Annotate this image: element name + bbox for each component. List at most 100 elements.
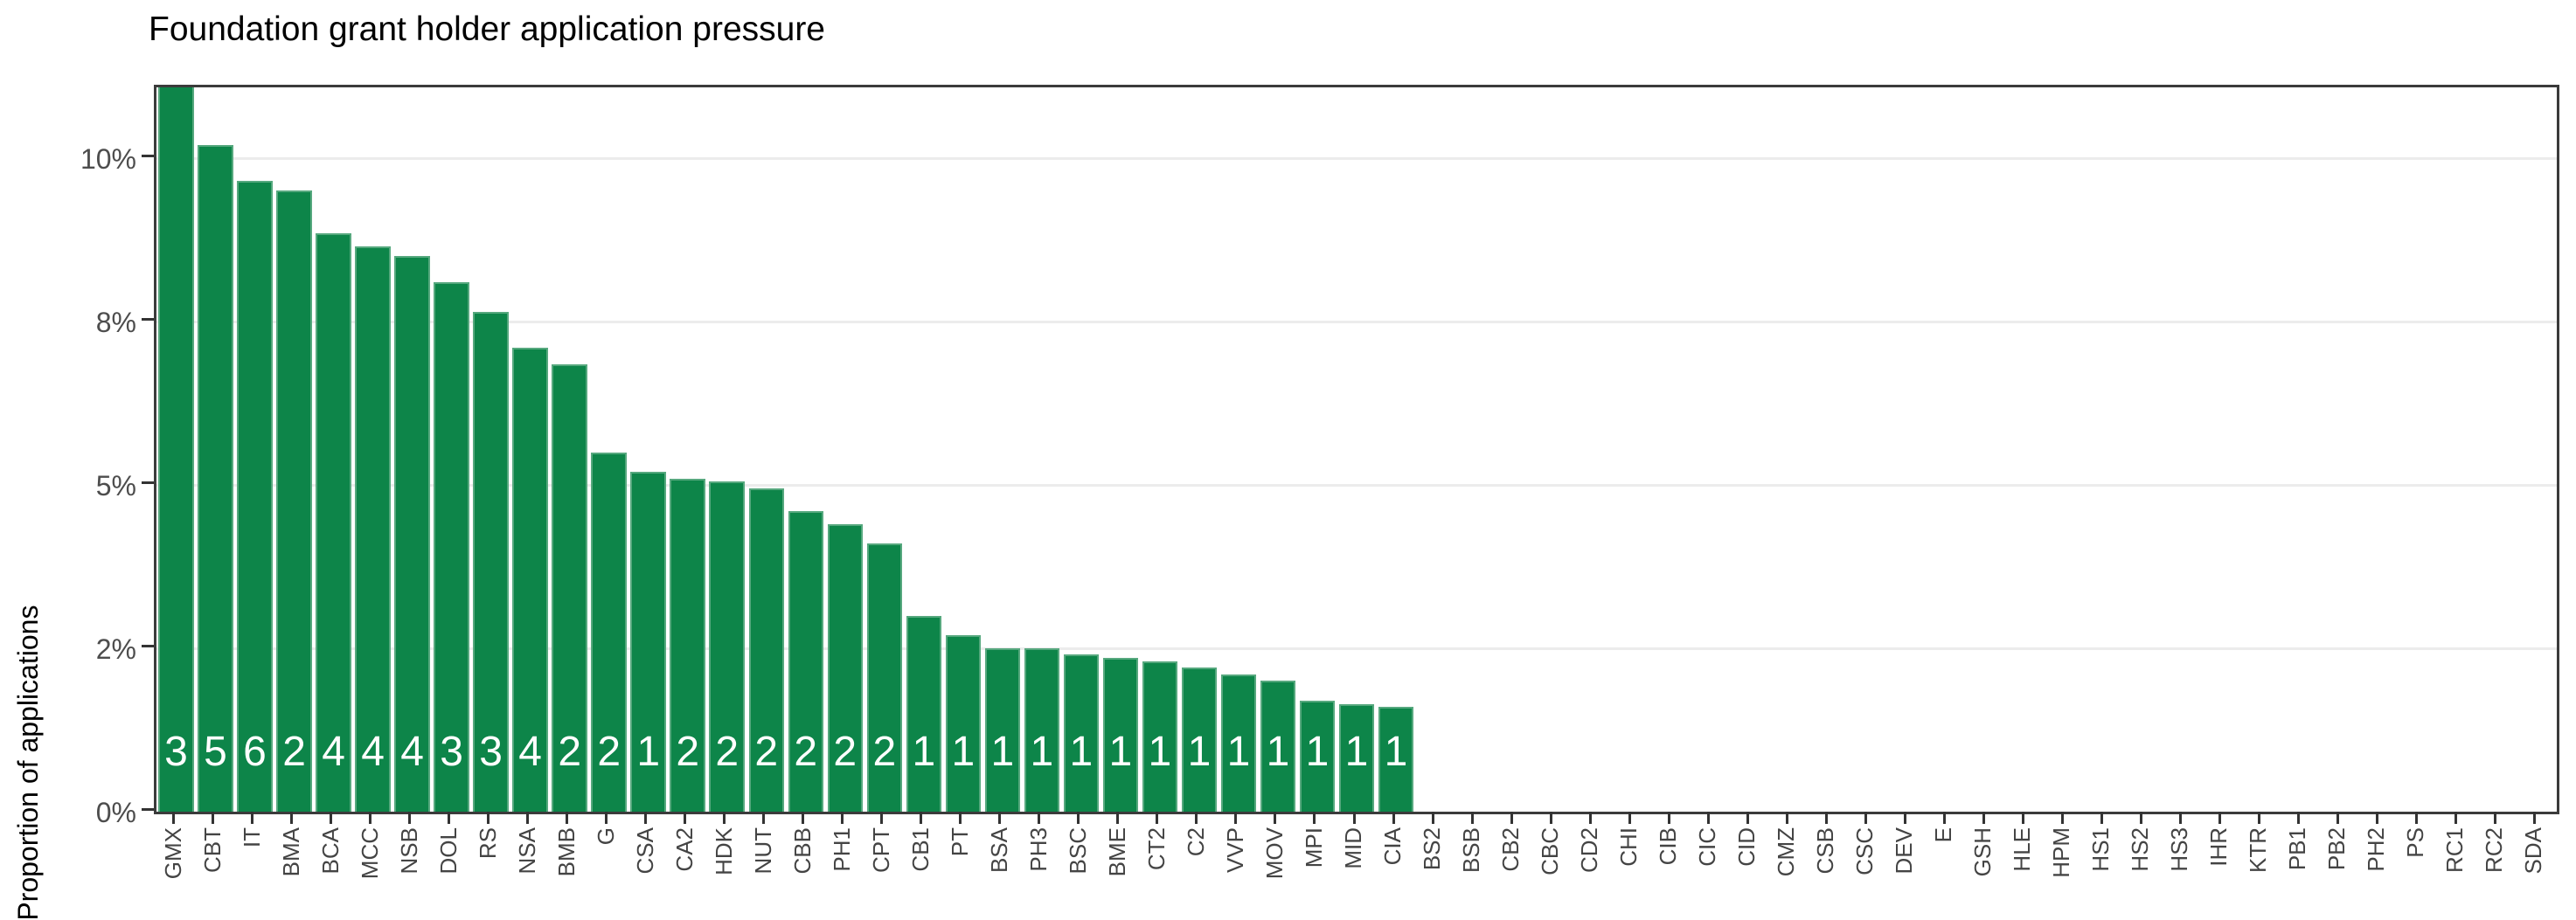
bar-MCC: 4 — [355, 246, 391, 812]
x-tick-label-IHR: IHR — [2205, 827, 2232, 867]
x-tick-PT — [959, 812, 962, 824]
x-tick-MCC — [369, 812, 372, 824]
x-tick-label-BSB: BSB — [1458, 827, 1485, 874]
bar-count-label-CA2: 2 — [676, 729, 700, 775]
x-tick-C2 — [1195, 812, 1198, 824]
x-tick-PS — [2414, 812, 2418, 824]
bar-count-label-NSA: 4 — [518, 729, 542, 775]
y-tick-label-8%: 8% — [95, 307, 136, 338]
bar-DOL: 3 — [434, 282, 469, 812]
x-tick-label-CID: CID — [1733, 827, 1760, 867]
x-tick-PB2 — [2336, 812, 2339, 824]
bar-CB1: 1 — [906, 615, 942, 812]
x-tick-PH1 — [841, 812, 844, 824]
chart-title: Foundation grant holder application pres… — [149, 10, 826, 48]
bar-count-label-VVP: 1 — [1226, 729, 1251, 775]
bar-count-label-MID: 1 — [1344, 729, 1369, 775]
bar-count-label-NSB: 4 — [400, 729, 424, 775]
bar-NUT: 2 — [748, 488, 784, 812]
bar-CSA: 1 — [630, 472, 666, 812]
bar-count-label-G: 2 — [597, 729, 621, 775]
x-tick-label-HS2: HS2 — [2127, 827, 2154, 872]
bar-count-label-MPI: 1 — [1305, 729, 1330, 775]
bar-count-label-PH3: 1 — [1030, 729, 1054, 775]
bar-count-label-IT: 6 — [243, 729, 267, 775]
x-tick-DEV — [1903, 812, 1906, 824]
x-tick-RC1 — [2454, 812, 2457, 824]
x-tick-HDK — [723, 812, 726, 824]
bar-PH3: 1 — [1024, 648, 1060, 812]
x-tick-BSB — [1470, 812, 1474, 824]
x-tick-CD2 — [1588, 812, 1592, 824]
bar-count-label-CB1: 1 — [912, 729, 936, 775]
x-tick-label-HS3: HS3 — [2166, 827, 2193, 872]
x-tick-label-DEV: DEV — [1891, 827, 1918, 875]
x-tick-label-MPI: MPI — [1300, 827, 1327, 868]
x-tick-label-SDA: SDA — [2520, 827, 2547, 875]
x-tick-CB1 — [920, 812, 923, 824]
x-tick-HS3 — [2178, 812, 2182, 824]
x-tick-VVP — [1234, 812, 1238, 824]
x-tick-NSB — [408, 812, 412, 824]
x-tick-label-CIC: CIC — [1694, 827, 1721, 867]
bar-count-label-BSA: 1 — [990, 729, 1015, 775]
bar-count-label-DOL: 3 — [440, 729, 463, 775]
bar-PH1: 2 — [827, 523, 864, 812]
bar-count-label-BMA: 2 — [282, 729, 306, 775]
x-tick-NSA — [526, 812, 530, 824]
y-tick-2% — [142, 644, 154, 647]
x-tick-label-HPM: HPM — [2048, 827, 2075, 878]
x-tick-label-G: G — [592, 827, 619, 846]
y-tick-label-10%: 10% — [80, 143, 136, 175]
bar-NSA: 4 — [512, 347, 548, 812]
x-tick-CSA — [644, 812, 648, 824]
x-tick-BSA — [998, 812, 1002, 824]
x-tick-label-VVP: VVP — [1221, 827, 1248, 874]
bar-count-label-RS: 3 — [479, 729, 503, 775]
bar-count-label-NUT: 2 — [754, 729, 779, 775]
x-tick-label-GMX: GMX — [159, 827, 186, 880]
x-tick-label-NSB: NSB — [395, 827, 422, 875]
x-tick-label-CMZ: CMZ — [1773, 827, 1800, 877]
x-tick-PB1 — [2296, 812, 2300, 824]
x-tick-label-CIB: CIB — [1655, 827, 1682, 866]
bar-MID: 1 — [1338, 703, 1375, 812]
bar-G: 2 — [591, 452, 627, 812]
x-tick-label-HLE: HLE — [2009, 827, 2036, 872]
x-tick-E — [1942, 812, 1946, 824]
x-tick-label-CIA: CIA — [1379, 827, 1406, 866]
y-tick-0% — [142, 807, 154, 811]
bar-CPT: 2 — [866, 543, 903, 812]
x-tick-label-BCA: BCA — [316, 827, 344, 875]
x-tick-label-NUT: NUT — [749, 827, 776, 875]
bar-PT: 1 — [945, 635, 982, 812]
x-tick-label-MID: MID — [1340, 827, 1366, 869]
x-tick-RS — [487, 812, 490, 824]
x-tick-CIB — [1667, 812, 1670, 824]
gridline-10% — [156, 156, 2557, 160]
x-tick-BSC — [1077, 812, 1080, 824]
bar-BSC: 1 — [1063, 654, 1100, 812]
x-tick-label-BMB: BMB — [552, 827, 580, 877]
bar-count-label-BME: 1 — [1108, 729, 1133, 775]
x-tick-label-PB1: PB1 — [2284, 827, 2311, 871]
x-tick-BS2 — [1431, 812, 1434, 824]
x-tick-HLE — [2021, 812, 2024, 824]
x-tick-CA2 — [684, 812, 687, 824]
bar-count-label-CBT: 5 — [204, 729, 227, 775]
x-tick-label-MCC: MCC — [356, 827, 383, 880]
x-tick-G — [605, 812, 608, 824]
bar-BME: 1 — [1102, 658, 1139, 812]
x-tick-MOV — [1274, 812, 1277, 824]
bar-VVP: 1 — [1220, 674, 1257, 812]
x-tick-label-BSA: BSA — [985, 827, 1012, 874]
y-tick-label-2%: 2% — [95, 633, 136, 665]
x-tick-label-CT2: CT2 — [1142, 827, 1170, 871]
x-tick-label-HS1: HS1 — [2087, 827, 2114, 872]
x-tick-CB2 — [1510, 812, 1513, 824]
bar-count-label-PH1: 2 — [833, 729, 858, 775]
x-tick-GSH — [1982, 812, 1985, 824]
x-tick-label-RC1: RC1 — [2441, 827, 2468, 874]
bar-count-label-CSA: 1 — [636, 729, 661, 775]
gridline-2% — [156, 647, 2557, 650]
